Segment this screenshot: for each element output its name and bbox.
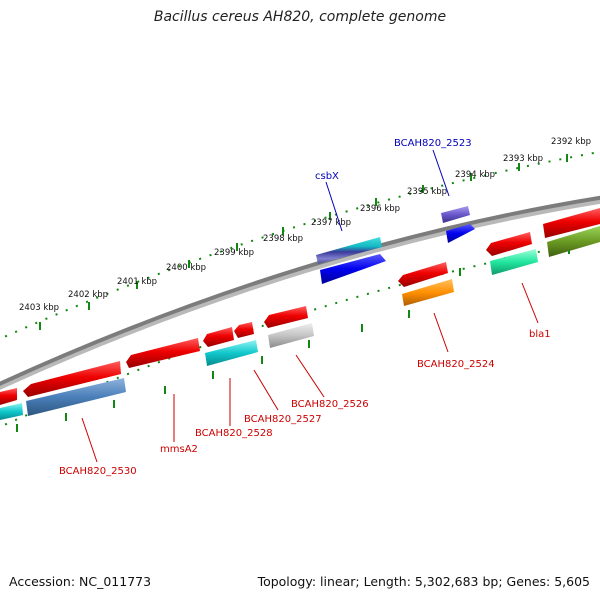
gene-bcah820-2530-red[interactable] (23, 361, 121, 397)
label-mmsa2: mmsA2 (160, 444, 198, 455)
label-bcah820-2526: BCAH820_2526 (291, 399, 369, 410)
gene-labels: BCAH820_2523 csbX BCAH820_2524 bla1 BCAH… (59, 138, 551, 477)
topology-text: Topology: linear; Length: 5,302,683 bp; … (257, 574, 590, 589)
tick-label: 2392 kbp (551, 137, 591, 147)
gene-bcah820-2526[interactable] (268, 323, 314, 348)
gene-bcah820-2524[interactable] (402, 279, 454, 306)
reverse-genes (0, 226, 600, 420)
label-bcah820-2524: BCAH820_2524 (417, 359, 495, 370)
tick-label: 2398 kbp (263, 234, 303, 244)
tick-label: 2401 kbp (117, 277, 157, 287)
tick-label: 2400 kbp (166, 263, 206, 273)
backbone-shadow (0, 199, 600, 390)
genome-backbone (0, 195, 600, 386)
gene-bcah820-2528-red[interactable] (203, 327, 234, 347)
gene-red-2524-upper[interactable] (398, 262, 448, 287)
forward-genes (316, 206, 600, 284)
gene-mmsa2[interactable] (126, 338, 200, 368)
gene-bla1-red[interactable] (486, 232, 532, 256)
gene-forward-red-right[interactable] (543, 208, 600, 238)
gene-forward-blue-a[interactable] (320, 254, 386, 284)
gene-bcah820-2528[interactable] (205, 340, 258, 366)
gene-bla1[interactable] (490, 249, 538, 275)
gene-bcah820-2526-red[interactable] (264, 306, 308, 328)
tick-label: 2394 kbp (455, 170, 495, 180)
label-bcah820-2527: BCAH820_2527 (244, 414, 322, 425)
gene-green-right[interactable] (547, 226, 600, 257)
gene-bcah820-2527[interactable] (234, 322, 254, 338)
label-csbx: csbX (315, 171, 339, 182)
label-bcah820-2528: BCAH820_2528 (195, 428, 273, 439)
accession-text: Accession: NC_011773 (9, 574, 152, 589)
map-title: Bacillus cereus AH820, complete genome (153, 9, 447, 25)
tick-labels: 2392 kbp 2393 kbp 2394 kbp 2395 kbp 2396… (19, 137, 591, 313)
leader-lines (81, 149, 539, 463)
gene-cyan-left[interactable] (0, 403, 23, 420)
label-bla1: bla1 (529, 329, 551, 340)
outer-major-ticks (39, 154, 568, 330)
gene-red-1[interactable] (0, 388, 17, 405)
tick-label: 2403 kbp (19, 303, 59, 313)
tick-label: 2399 kbp (214, 248, 254, 258)
label-bcah820-2530: BCAH820_2530 (59, 466, 137, 477)
gene-forward-blue-b[interactable] (446, 224, 475, 243)
tick-label: 2402 kbp (68, 290, 108, 300)
label-bcah820-2523: BCAH820_2523 (394, 138, 472, 149)
gene-csbx[interactable] (316, 237, 382, 264)
gene-bcah820-2530[interactable] (26, 378, 126, 416)
tick-label: 2393 kbp (503, 154, 543, 164)
tick-label: 2395 kbp (407, 187, 447, 197)
tick-label: 2397 kbp (311, 218, 351, 228)
tick-label: 2396 kbp (360, 204, 400, 214)
gene-bcah820-2523[interactable] (441, 206, 470, 223)
